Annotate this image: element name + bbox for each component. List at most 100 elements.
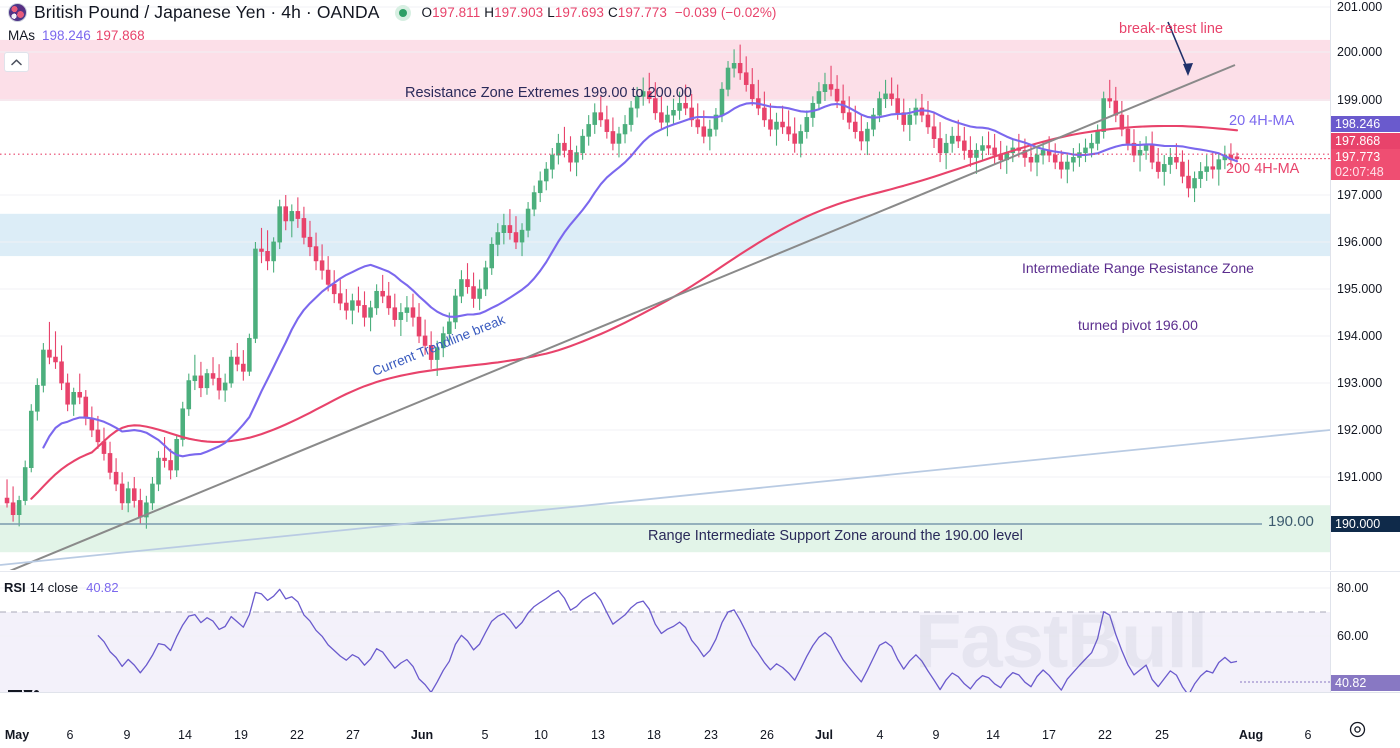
candlestick xyxy=(35,378,40,421)
candlestick xyxy=(901,98,907,132)
candlestick xyxy=(4,479,10,508)
candlestick xyxy=(107,441,113,480)
rsi-band-background xyxy=(0,612,1330,692)
candlestick xyxy=(253,242,258,344)
candlestick xyxy=(883,79,888,109)
price-axis-tick: 196.000 xyxy=(1337,235,1383,249)
candlestick xyxy=(283,195,289,231)
candlestick xyxy=(440,326,446,358)
time-settings-icon[interactable] xyxy=(1349,721,1366,738)
legend-collapse-button[interactable] xyxy=(4,52,29,72)
candlestick xyxy=(604,105,610,139)
time-axis-tick: 9 xyxy=(932,728,940,742)
candlestick xyxy=(683,84,688,116)
trendline-lower-channel xyxy=(0,429,1330,566)
candlestick xyxy=(507,209,513,240)
candlestick xyxy=(659,96,664,130)
candlestick xyxy=(337,279,343,311)
candlestick xyxy=(1198,162,1203,188)
price-scale[interactable]: 201.000 200.000 199.000 197.000 196.000 195.0… xyxy=(1330,0,1400,570)
candlestick xyxy=(222,373,228,402)
candlestick xyxy=(192,354,198,391)
ma200-line xyxy=(30,124,1239,500)
candlestick xyxy=(259,227,264,264)
candlestick xyxy=(168,448,173,480)
chevron-up-icon xyxy=(11,58,22,65)
time-axis-tick: 14 xyxy=(178,728,192,742)
time-axis-tick: 5 xyxy=(481,728,489,742)
candlestick xyxy=(380,274,385,304)
candlestick xyxy=(162,437,167,468)
candlestick xyxy=(713,108,719,137)
candlestick xyxy=(592,103,598,134)
candlestick xyxy=(204,368,210,395)
candlestick xyxy=(865,122,870,156)
candlestick xyxy=(931,112,937,148)
candlestick xyxy=(156,451,161,492)
candlestick xyxy=(83,390,89,426)
candlestick xyxy=(216,364,222,400)
candlestick xyxy=(125,481,131,513)
price-axis-tick: 192.000 xyxy=(1337,423,1383,437)
candlestick xyxy=(89,406,95,438)
candlestick xyxy=(1052,143,1058,170)
rsi-chart-canvas xyxy=(0,587,1330,692)
candlestick xyxy=(586,115,591,146)
time-axis-tick: 10 xyxy=(534,728,548,742)
candlestick xyxy=(1143,136,1149,160)
candlestick xyxy=(556,133,561,165)
candlestick xyxy=(53,331,58,369)
candlestick xyxy=(943,133,949,170)
candlestick xyxy=(574,145,579,177)
candlestick xyxy=(404,296,410,322)
candlestick xyxy=(640,77,646,106)
candlestick xyxy=(834,75,840,109)
candlestick xyxy=(580,129,585,160)
rsi-scale[interactable]: 80.00 60.00 40.82 xyxy=(1330,571,1400,692)
candlestick xyxy=(186,373,192,416)
candlestick xyxy=(665,105,670,137)
candlestick xyxy=(871,108,876,137)
price-axis-tick: 195.000 xyxy=(1337,282,1383,296)
candlestick xyxy=(356,286,361,313)
candlestick xyxy=(428,331,434,369)
candlestick xyxy=(828,65,834,97)
candlestick xyxy=(762,91,767,127)
candlestick xyxy=(701,110,707,144)
price-chart-pane[interactable] xyxy=(0,0,1330,570)
candlestick xyxy=(628,101,634,132)
candlestick xyxy=(598,96,604,127)
candlestick xyxy=(974,143,979,174)
candlestick xyxy=(980,136,985,160)
candlestick xyxy=(313,232,319,271)
candlestick xyxy=(707,119,713,151)
rsi-indicator-name[interactable]: RSI xyxy=(4,580,26,595)
rsi-indicator-pane[interactable] xyxy=(0,571,1330,692)
candlestick xyxy=(537,171,543,203)
ma200-price-pill: 197.868 xyxy=(1331,133,1400,149)
candlestick xyxy=(22,460,28,506)
candlestick xyxy=(1107,79,1113,109)
candlestick xyxy=(95,415,101,449)
rsi-value-pill: 40.82 xyxy=(1331,675,1400,691)
rsi-axis-tick: 60.00 xyxy=(1337,629,1369,643)
candlestick xyxy=(616,126,622,158)
candlestick xyxy=(210,357,216,386)
time-axis-tick: 13 xyxy=(591,728,605,742)
time-axis-tick: Aug xyxy=(1238,728,1264,742)
candlestick xyxy=(422,319,428,355)
time-scale[interactable]: May 6 9 14 19 22 27 Jun 5 10 13 18 23 26 Jul 4 9 14 17 22 25… xyxy=(0,692,1400,748)
candlestick xyxy=(531,185,537,217)
candlestick xyxy=(295,197,301,228)
candlestick xyxy=(634,86,640,118)
candlestick xyxy=(937,122,943,163)
rsi-axis-tick: 80.00 xyxy=(1337,581,1369,595)
candlestick xyxy=(265,230,270,271)
candlestick xyxy=(925,101,931,134)
candlestick xyxy=(228,350,234,388)
time-axis-tick: 9 xyxy=(123,728,131,742)
price-axis-tick: 201.000 xyxy=(1337,0,1383,14)
candlestick xyxy=(1034,148,1040,177)
time-axis-tick: 4 xyxy=(876,728,884,742)
price-axis-tick: 197.000 xyxy=(1337,188,1383,202)
